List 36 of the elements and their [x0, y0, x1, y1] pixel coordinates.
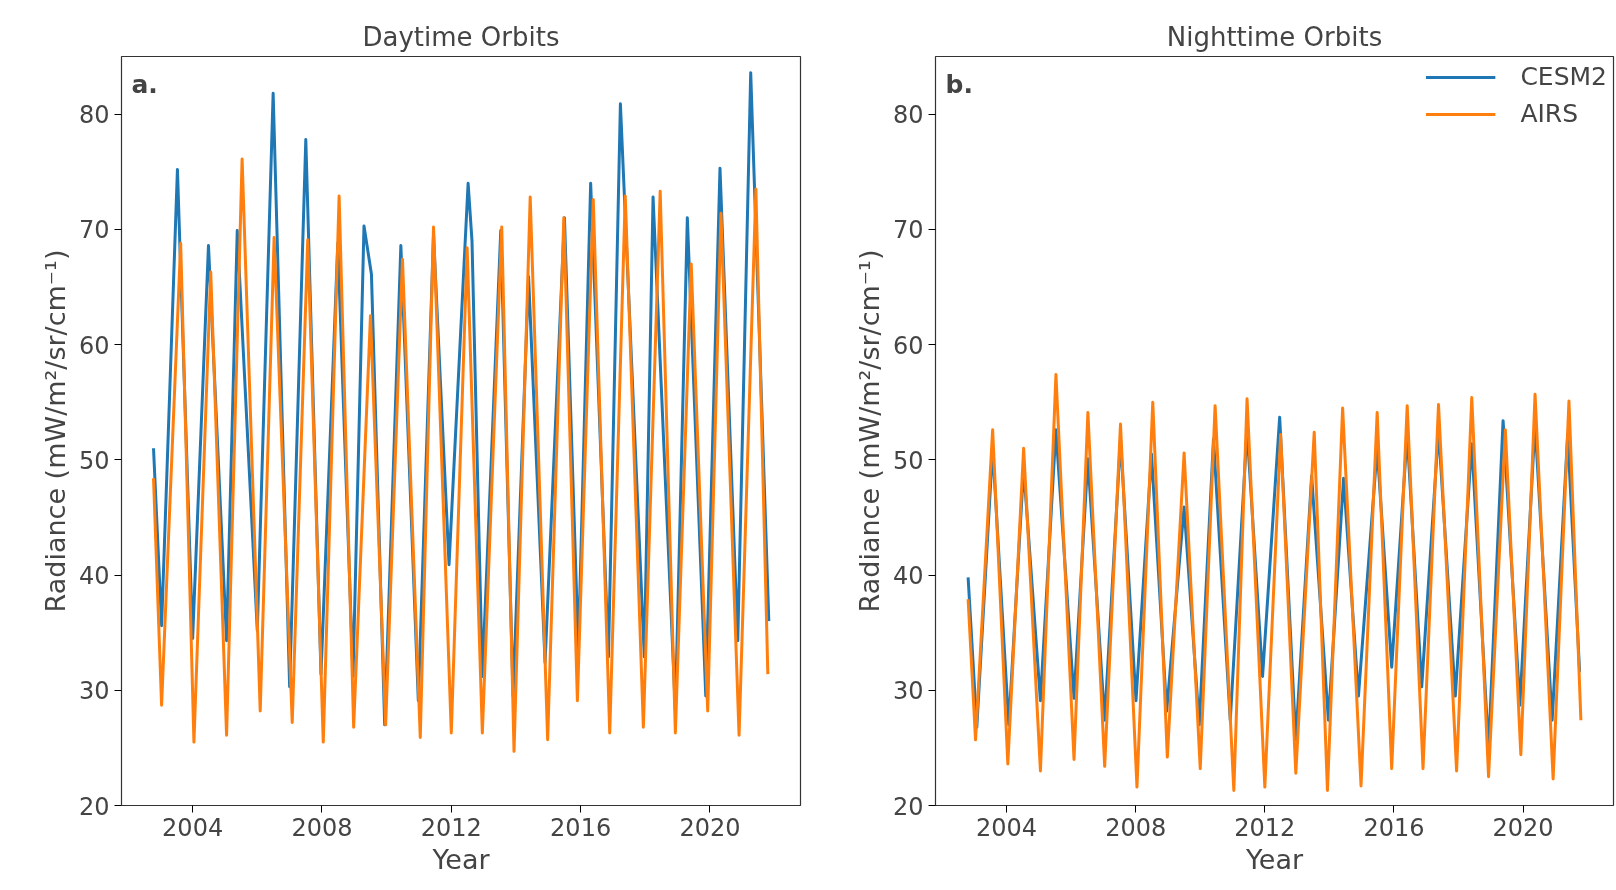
y-tick-label: 40	[78, 562, 110, 591]
line-series	[152, 157, 770, 753]
annotation: b.	[945, 69, 973, 99]
y-tick-label: 30	[892, 677, 924, 706]
y-tick-label: 80	[78, 101, 110, 130]
x-tick-label: 2004	[975, 813, 1038, 842]
y-tick-label: 60	[892, 331, 924, 360]
y-tick-label: 40	[892, 562, 924, 591]
chart-title: Nighttime Orbits	[1166, 21, 1383, 52]
y-tick-label: 70	[892, 216, 924, 245]
y-axis-title: Radiance (mW/m²/sr/cm⁻¹)	[853, 249, 885, 613]
y-tick-label: 70	[78, 216, 110, 245]
x-tick-label: 2020	[1492, 813, 1554, 842]
x-tick-label: 2016	[1363, 813, 1425, 842]
legend-label: AIRS	[1520, 99, 1579, 128]
x-axis-title: Year	[1244, 843, 1304, 875]
y-tick-label: 80	[892, 101, 924, 130]
x-tick-label: 2020	[679, 813, 741, 842]
x-tick-label: 2012	[420, 813, 482, 842]
x-tick-label: 2008	[291, 813, 353, 842]
y-tick-label: 50	[892, 446, 924, 475]
y-tick-label: 20	[78, 792, 110, 821]
y-tick-label: 30	[78, 677, 110, 706]
x-tick-label: 2008	[1105, 813, 1167, 842]
y-tick-label: 20	[892, 792, 924, 821]
y-axis-title: Radiance (mW/m²/sr/cm⁻¹)	[39, 249, 71, 613]
y-tick-label: 50	[78, 446, 110, 475]
x-axis-title: Year	[431, 843, 491, 875]
annotation: a.	[131, 69, 158, 99]
x-tick-label: 2004	[162, 813, 224, 842]
chart-title: Daytime Orbits	[362, 21, 560, 52]
x-tick-label: 2012	[1234, 813, 1296, 842]
y-tick-label: 60	[78, 331, 110, 360]
legend-label: CESM2	[1520, 62, 1607, 91]
line-series	[966, 373, 1583, 793]
x-tick-label: 2016	[550, 813, 612, 842]
